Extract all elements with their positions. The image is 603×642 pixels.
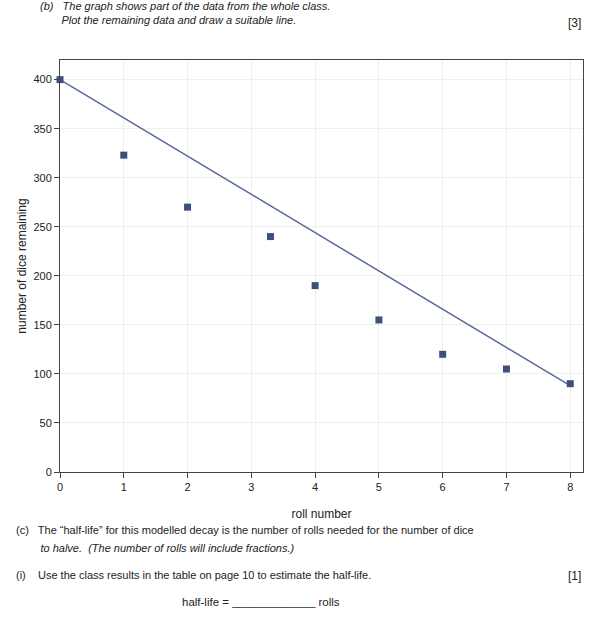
svg-text:0: 0 (57, 481, 63, 493)
svg-text:6: 6 (440, 481, 446, 493)
svg-text:300: 300 (33, 172, 51, 184)
svg-text:3: 3 (248, 481, 254, 493)
svg-text:8: 8 (567, 481, 573, 493)
svg-text:[1]: [1] (568, 569, 581, 583)
svg-text:5: 5 (376, 481, 382, 493)
svg-text:250: 250 (33, 221, 51, 233)
svg-text:half-life = _____________ roll: half-life = _____________ rolls (182, 596, 340, 608)
svg-text:350: 350 (33, 123, 51, 135)
svg-text:200: 200 (33, 270, 51, 282)
svg-text:4: 4 (312, 481, 318, 493)
svg-text:(b) The graph shows part of: (b) The graph shows part of the data fro… (40, 0, 330, 26)
svg-text:2: 2 (184, 481, 190, 493)
svg-text:1: 1 (121, 481, 127, 493)
svg-text:roll number: roll number (291, 507, 351, 521)
svg-text:0: 0 (46, 466, 52, 478)
svg-text:(i) Use the class results i: (i) Use the class results in the table o… (16, 569, 371, 581)
svg-text:100: 100 (33, 368, 51, 380)
svg-text:to halve. (The number of roll: to halve. (The number of rolls will incl… (16, 542, 295, 554)
svg-text:50: 50 (40, 417, 52, 429)
svg-text:150: 150 (33, 319, 51, 331)
svg-text:(c) The “half-life” for this: (c) The “half-life” for this modelled de… (16, 524, 474, 536)
svg-text:400: 400 (33, 73, 51, 85)
svg-text:number of dice remaining: number of dice remaining (15, 198, 29, 333)
svg-text:[3]: [3] (568, 16, 581, 30)
svg-text:7: 7 (503, 481, 509, 493)
